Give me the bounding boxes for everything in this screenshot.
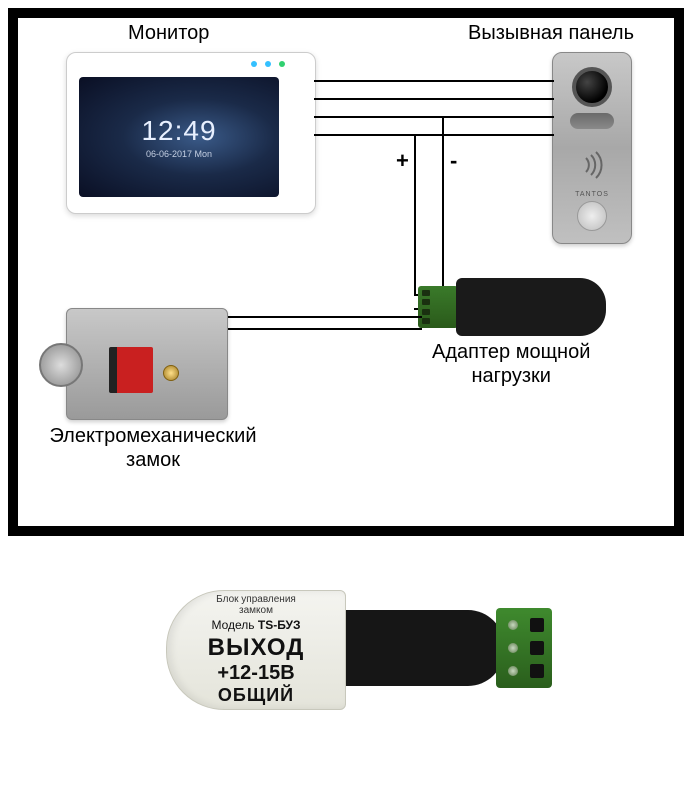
- model-key: Модель: [211, 618, 254, 632]
- terminal-connector-icon: [418, 286, 458, 328]
- adapter-product-body: [324, 610, 504, 686]
- adapter-product-label: Блок управления замком Модель TS-БУЗ ВЫХ…: [166, 590, 346, 710]
- electromechanical-lock: [66, 308, 228, 420]
- label-output: ВЫХОД: [208, 634, 305, 662]
- led-icon: [265, 61, 271, 67]
- label-common: ОБЩИЙ: [218, 685, 294, 706]
- wire: [314, 134, 554, 136]
- keyhole-icon: [163, 365, 179, 381]
- wire: [226, 316, 422, 318]
- model-value: TS-БУЗ: [258, 618, 301, 632]
- led-icon: [279, 61, 285, 67]
- wire: [314, 116, 554, 118]
- monitor-date: 06-06-2017 Mon: [146, 149, 212, 159]
- speaker-icon: [570, 113, 614, 129]
- led-icon: [251, 61, 257, 67]
- polarity-minus: -: [450, 148, 457, 174]
- wire: [414, 134, 416, 296]
- label-model: Модель TS-БУЗ: [211, 618, 300, 632]
- camera-icon: [572, 67, 612, 107]
- brand-label: TANTOS: [553, 191, 631, 198]
- led-icon: [293, 61, 299, 67]
- call-panel-device: TANTOS: [552, 52, 632, 244]
- terminal-connector-icon: [496, 608, 552, 688]
- monitor-leds: [251, 61, 299, 67]
- adapter-body: [456, 278, 606, 336]
- wire: [314, 98, 554, 100]
- label-voltage: +12-15В: [217, 662, 294, 685]
- lock-label: Электромеханический замок: [28, 424, 278, 472]
- diagram-frame: Монитор Вызывная панель 12:49 06-06-2017…: [8, 8, 684, 536]
- call-panel-label: Вызывная панель: [468, 22, 634, 45]
- monitor-time: 12:49: [141, 115, 216, 147]
- adapter-label: Адаптер мощной нагрузки: [432, 340, 590, 388]
- nfc-icon: [568, 141, 616, 189]
- call-button-icon: [577, 201, 607, 231]
- monitor-label: Монитор: [128, 22, 209, 45]
- monitor-screen: 12:49 06-06-2017 Mon: [79, 77, 279, 197]
- wire: [226, 328, 422, 330]
- wire: [420, 316, 422, 318]
- label-line1: Блок управления: [216, 594, 296, 605]
- label-line2: замком: [239, 605, 273, 616]
- wire: [314, 80, 554, 82]
- monitor-device: 12:49 06-06-2017 Mon: [66, 52, 316, 214]
- lock-cylinder-icon: [39, 343, 83, 387]
- load-adapter: [418, 278, 608, 336]
- polarity-plus: +: [396, 148, 409, 174]
- adapter-product: Блок управления замком Модель TS-БУЗ ВЫХ…: [166, 590, 552, 710]
- lock-release-button-icon: [109, 347, 153, 393]
